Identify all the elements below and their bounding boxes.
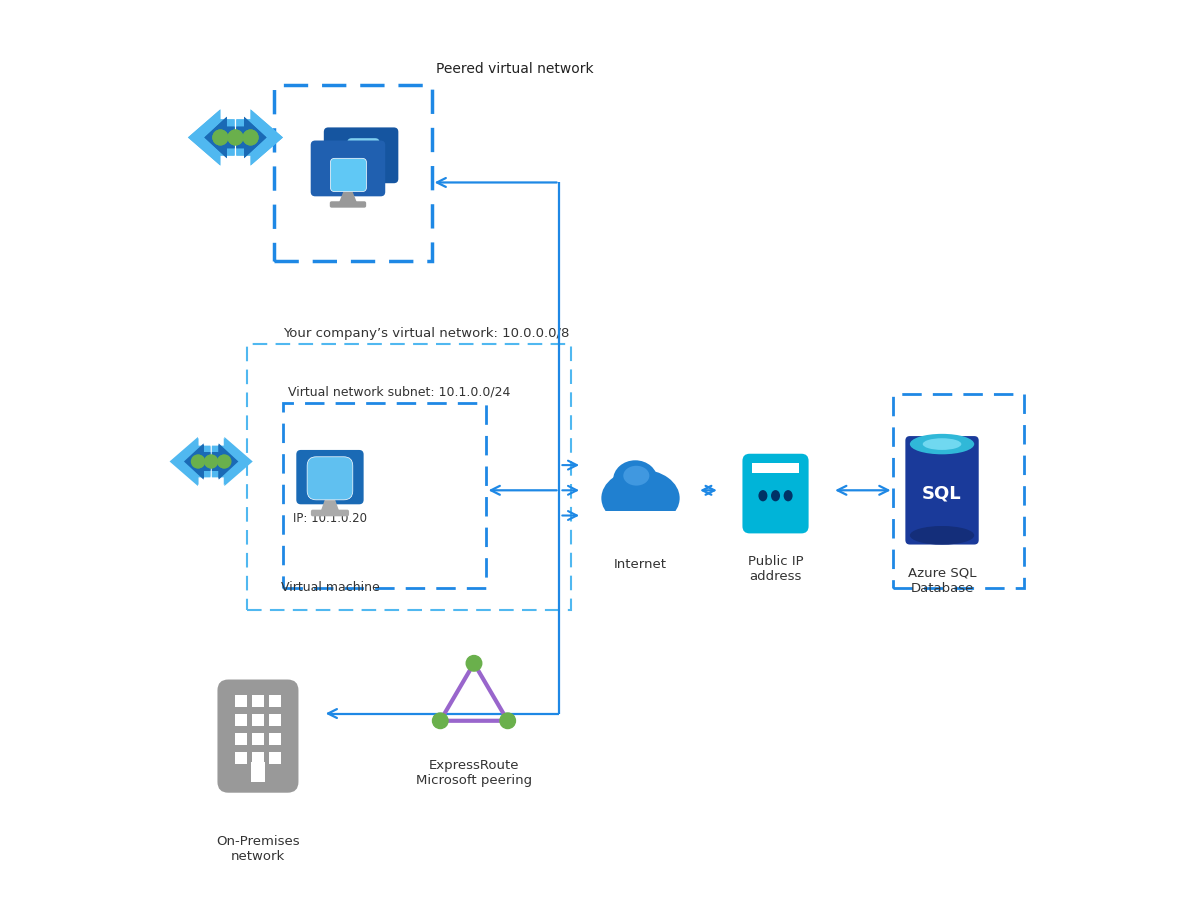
FancyBboxPatch shape [269, 751, 281, 763]
Circle shape [228, 130, 242, 144]
Polygon shape [236, 110, 283, 165]
FancyBboxPatch shape [905, 436, 979, 545]
Text: IP: 10.1.0.20: IP: 10.1.0.20 [293, 513, 367, 526]
Bar [274, 85, 432, 260]
Text: Virtual machine: Virtual machine [281, 581, 379, 594]
FancyBboxPatch shape [330, 158, 366, 192]
FancyBboxPatch shape [743, 453, 809, 534]
Ellipse shape [910, 434, 974, 454]
FancyBboxPatch shape [235, 696, 246, 707]
Circle shape [244, 130, 258, 144]
Circle shape [217, 455, 230, 468]
FancyBboxPatch shape [251, 762, 265, 781]
Ellipse shape [758, 490, 768, 502]
Polygon shape [188, 110, 234, 165]
Ellipse shape [613, 461, 658, 499]
Circle shape [244, 130, 258, 144]
Circle shape [205, 455, 217, 468]
FancyBboxPatch shape [311, 141, 385, 197]
FancyBboxPatch shape [252, 714, 264, 726]
Circle shape [192, 455, 205, 468]
Bar [247, 345, 571, 610]
FancyBboxPatch shape [269, 733, 281, 745]
Circle shape [467, 655, 481, 671]
FancyBboxPatch shape [330, 201, 366, 207]
Text: Public IP
address: Public IP address [748, 555, 803, 583]
Polygon shape [169, 437, 210, 486]
Text: ExpressRoute
Microsoft peering: ExpressRoute Microsoft peering [416, 759, 532, 787]
Polygon shape [184, 443, 210, 480]
Ellipse shape [910, 526, 974, 545]
Text: Internet: Internet [614, 558, 667, 571]
Text: Peered virtual network: Peered virtual network [436, 62, 594, 76]
Ellipse shape [784, 490, 793, 502]
FancyBboxPatch shape [235, 714, 246, 726]
Polygon shape [212, 437, 253, 486]
Polygon shape [320, 500, 340, 512]
Circle shape [205, 455, 217, 468]
Text: Virtual network subnet: 10.1.0.0/24: Virtual network subnet: 10.1.0.0/24 [288, 386, 510, 399]
Polygon shape [212, 444, 238, 479]
Polygon shape [204, 117, 234, 158]
Polygon shape [236, 117, 266, 158]
Polygon shape [236, 117, 266, 158]
FancyBboxPatch shape [296, 450, 364, 505]
Circle shape [212, 130, 228, 144]
FancyBboxPatch shape [252, 696, 264, 707]
FancyBboxPatch shape [600, 511, 682, 529]
FancyBboxPatch shape [324, 127, 398, 183]
Polygon shape [212, 443, 239, 480]
Polygon shape [338, 192, 358, 204]
Text: Your company’s virtual network: 10.0.0.0/8: Your company’s virtual network: 10.0.0.0… [283, 327, 570, 340]
Bar [894, 394, 1024, 588]
FancyBboxPatch shape [235, 733, 246, 745]
Polygon shape [212, 438, 251, 485]
FancyBboxPatch shape [347, 138, 379, 168]
FancyBboxPatch shape [311, 510, 349, 516]
Bar [283, 403, 486, 588]
Circle shape [500, 713, 516, 728]
Ellipse shape [772, 490, 780, 502]
Ellipse shape [601, 470, 679, 526]
Text: On-Premises
network: On-Premises network [216, 835, 300, 863]
FancyBboxPatch shape [307, 457, 353, 500]
Ellipse shape [923, 438, 961, 450]
FancyBboxPatch shape [269, 714, 281, 726]
Ellipse shape [638, 476, 670, 505]
Polygon shape [236, 110, 283, 165]
Text: Azure SQL
Database: Azure SQL Database [907, 567, 977, 595]
Polygon shape [172, 438, 210, 485]
Ellipse shape [623, 466, 649, 485]
Polygon shape [188, 110, 234, 165]
Circle shape [432, 713, 448, 728]
FancyBboxPatch shape [269, 696, 281, 707]
Circle shape [218, 455, 230, 468]
Circle shape [228, 130, 242, 144]
Text: SQL: SQL [923, 484, 962, 502]
Circle shape [212, 130, 228, 144]
FancyBboxPatch shape [252, 751, 264, 763]
FancyBboxPatch shape [252, 733, 264, 745]
Polygon shape [204, 117, 234, 158]
Circle shape [192, 455, 204, 468]
FancyBboxPatch shape [752, 463, 799, 473]
FancyBboxPatch shape [217, 679, 299, 792]
FancyBboxPatch shape [235, 751, 246, 763]
Polygon shape [185, 444, 210, 479]
